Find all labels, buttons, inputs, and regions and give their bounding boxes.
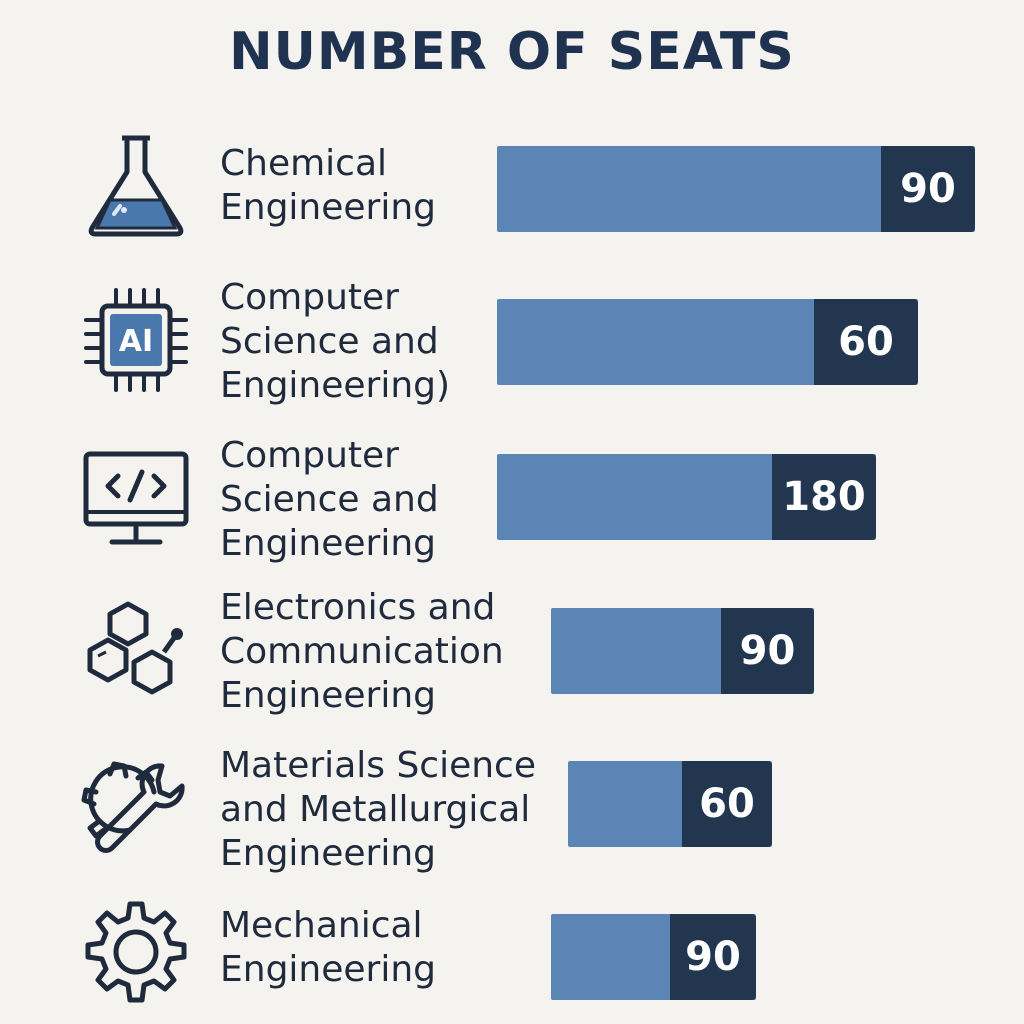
value-cap: 180 xyxy=(772,454,876,540)
row-label: Chemical Engineering xyxy=(220,143,436,228)
data-label: 180 xyxy=(782,474,866,520)
chart-row-computer-science-ai: AI Computer Science and Engineering) 60 xyxy=(0,276,1024,426)
row-label: Materials Science and Metallurgical Engi… xyxy=(220,745,537,874)
svg-text:AI: AI xyxy=(119,324,153,359)
data-label: 60 xyxy=(699,781,755,827)
hexagon-molecule-icon xyxy=(80,596,192,708)
row-label: Electronics and Communication Engineerin… xyxy=(220,587,504,716)
row-label: Mechanical Engineering xyxy=(220,905,436,990)
value-cap: 90 xyxy=(721,608,814,694)
chart-row-mechanical-engineering: Mechanical Engineering 90 xyxy=(0,896,1024,1016)
bar-electronics-communication: 90 xyxy=(551,608,814,694)
gear-wrench-icon xyxy=(80,752,192,864)
bar-materials-science: 60 xyxy=(568,761,772,847)
bar-mechanical-engineering: 90 xyxy=(551,914,756,1000)
data-label: 90 xyxy=(900,166,956,212)
data-label: 60 xyxy=(838,319,894,365)
value-cap: 60 xyxy=(814,299,918,385)
value-cap: 90 xyxy=(881,146,975,232)
gear-icon xyxy=(80,896,192,1008)
data-label: 90 xyxy=(685,934,741,980)
bar-computer-science: 180 xyxy=(497,454,876,540)
value-cap: 90 xyxy=(670,914,756,1000)
chart-title: NUMBER OF SEATS xyxy=(229,22,795,82)
bar-computer-science-ai: 60 xyxy=(497,299,918,385)
chart-row-chemical-engineering: Chemical Engineering 90 xyxy=(0,120,1024,270)
row-label: Computer Science and Engineering) xyxy=(220,277,451,406)
value-cap: 60 xyxy=(682,761,772,847)
chart-row-computer-science: Computer Science and Engineering 180 xyxy=(0,432,1024,582)
bar-chemical-engineering: 90 xyxy=(497,146,975,232)
chart-row-electronics-communication: Electronics and Communication Engineerin… xyxy=(0,587,1024,738)
ai-chip-icon: AI xyxy=(80,284,192,396)
code-monitor-icon xyxy=(80,440,192,552)
flask-icon xyxy=(80,128,192,240)
data-label: 90 xyxy=(739,628,796,674)
chart-row-materials-science: Materials Science and Metallurgical Engi… xyxy=(0,744,1024,894)
row-label: Computer Science and Engineering xyxy=(220,435,439,564)
